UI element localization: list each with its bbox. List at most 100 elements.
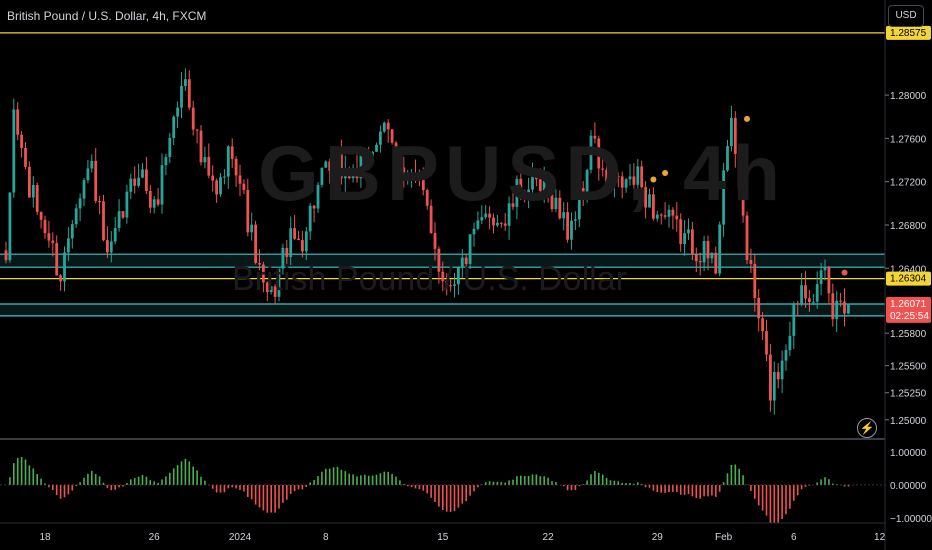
time-tick-label: 15 [437,532,449,543]
candle-body [316,184,320,209]
price-tick-label: 1.26400 [890,264,927,275]
candle-body [597,138,601,169]
candle-body [82,180,86,199]
candle-body [616,175,620,177]
candle-body [390,129,394,143]
time-tick-label: 22 [543,532,555,543]
candle-body [86,168,90,181]
candle-body [250,224,254,233]
chart-title: British Pound / U.S. Dollar, 4h, FXCM [7,9,207,23]
oscillator-tick-label: 0.00000 [890,481,927,492]
time-tick-label: 8 [323,532,329,543]
mid-level-tag-text: 1.26304 [890,274,927,285]
candle-body [636,166,640,185]
candle-body [761,318,764,332]
time-tick-label: 12 [874,532,886,543]
time-tick-label: 29 [652,532,664,543]
candle-body [121,211,125,218]
candle-body [749,260,753,264]
candle-body [359,155,363,179]
candle-body [726,146,729,171]
candle-body [47,233,51,241]
candle-body [632,176,636,185]
candle-body [847,303,850,314]
candle-body [355,168,359,179]
candle-body [418,177,421,179]
candle-body [203,156,207,163]
candle-body [219,177,222,195]
candle-body [265,282,269,293]
candle-body [620,176,624,188]
candle-body [187,79,191,108]
candle-body [507,203,511,226]
candle-body [226,146,230,177]
candle-body [472,228,476,235]
candle-body [745,215,749,261]
signal-marker [744,115,750,122]
candle-body [457,267,460,285]
candle-body [16,109,20,135]
time-tick-label: Feb [715,532,733,543]
candle-body [531,173,534,190]
candle-body [351,168,355,179]
candle-body [706,241,710,259]
signal-marker [650,176,657,183]
currency-button[interactable]: USD [888,5,924,27]
candle-body [254,224,257,264]
price-tick-label: 1.25800 [890,329,927,340]
candle-body [156,199,160,205]
candle-body [593,135,597,139]
candle-body [839,300,842,302]
oscillator-tick-label: 1.00000 [890,448,927,459]
candle-body [137,177,140,186]
candle-body [269,286,273,293]
candle-body [628,176,632,180]
candle-body [722,170,725,225]
candle-body [8,192,12,261]
candle-body [733,117,737,154]
price-tick-label: 1.25500 [890,362,927,373]
candle-body [113,227,117,242]
candle-body [176,107,179,117]
candle-body [297,238,300,241]
candle-body [776,372,780,380]
candle-body [655,214,659,219]
candle-body [117,211,121,228]
candle-body [35,185,39,212]
candle-body [644,187,647,208]
candle-body [718,224,722,274]
candle-body [51,240,55,244]
candle-body [223,176,226,178]
candle-body [581,188,585,196]
candle-body [145,169,148,191]
candle-body [340,153,343,179]
candle-body [769,354,772,401]
candle-body [710,252,714,259]
candle-body [737,153,741,189]
candle-body [800,285,803,304]
candle-body [765,331,768,355]
candle-body [843,301,846,314]
candle-body [102,201,105,241]
candle-body [70,224,74,239]
candle-body [324,161,328,168]
candle-body [788,335,792,351]
candle-body [215,180,218,195]
candle-body [484,213,488,218]
candle-body [207,156,211,176]
candle-body [78,198,82,209]
candle-body [460,257,464,268]
candle-body [468,234,472,264]
candle-body [394,142,398,151]
candle-body [281,247,285,269]
candle-body [714,252,718,274]
lightning-icon[interactable]: ⚡ [857,418,877,438]
candle-body [234,158,238,176]
candle-body [780,360,784,380]
candle-body [312,205,316,209]
candle-body [293,228,296,239]
candle-body [125,191,129,218]
candle-body [772,372,776,401]
